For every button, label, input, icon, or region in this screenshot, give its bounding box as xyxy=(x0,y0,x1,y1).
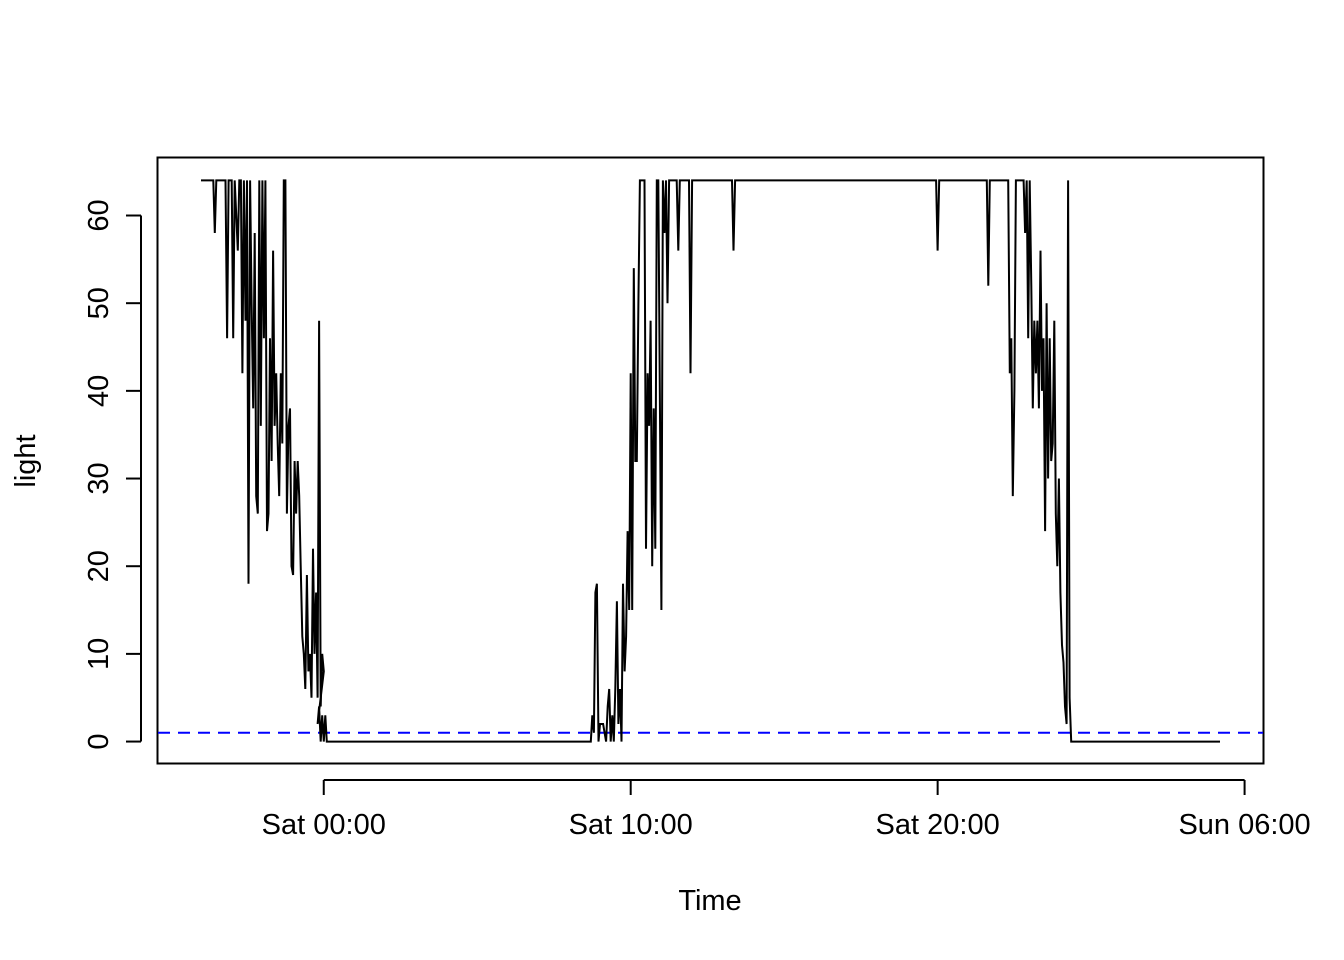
x-tick-label: Sat 00:00 xyxy=(262,809,386,841)
x-tick-label: Sun 06:00 xyxy=(1178,809,1310,841)
y-tick-label: 20 xyxy=(83,550,115,582)
y-tick-label: 50 xyxy=(83,287,115,319)
y-tick-label: 0 xyxy=(83,733,115,749)
y-tick-label: 40 xyxy=(83,375,115,407)
x-tick-label: Sat 20:00 xyxy=(876,809,1000,841)
y-tick-label: 30 xyxy=(83,462,115,494)
x-axis-title: Time xyxy=(678,885,741,917)
series-layer xyxy=(201,179,1220,743)
y-axis: 0 10 20 30 40 50 60 xyxy=(83,199,142,750)
y-tick-label: 60 xyxy=(83,199,115,231)
y-tick-label: 10 xyxy=(83,638,115,670)
x-tick-label: Sat 10:00 xyxy=(569,809,693,841)
x-axis: Sat 00:00 Sat 10:00 Sat 20:00 Sun 06:00 xyxy=(262,779,1311,841)
y-axis-title: light xyxy=(10,434,42,487)
series-line xyxy=(201,179,1220,743)
plot-frame xyxy=(156,156,1265,765)
